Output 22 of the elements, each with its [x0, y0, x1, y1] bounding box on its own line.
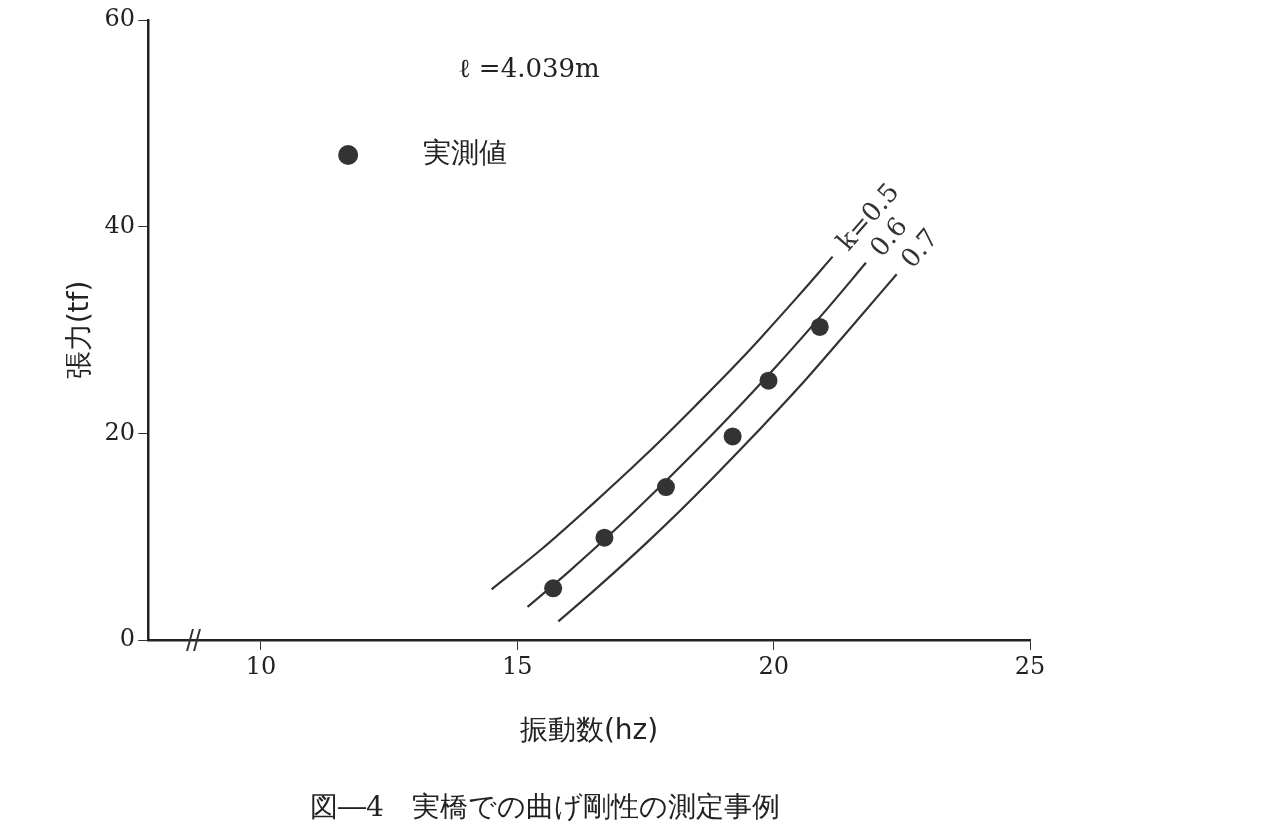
line-series — [490, 255, 834, 591]
point — [544, 579, 563, 598]
point — [595, 528, 614, 547]
point — [810, 317, 829, 336]
y-tick-label: 20 — [104, 417, 136, 446]
x-tick-label: 25 — [1014, 651, 1046, 680]
x-tick-label: 20 — [758, 651, 789, 680]
y-axis-title: 張力(tf) — [62, 280, 96, 380]
text: 図―4 実橋での曲げ剛性の測定事例 — [310, 790, 780, 824]
y-tick-label: 0 — [119, 624, 136, 653]
line-series — [557, 273, 898, 623]
point — [759, 371, 778, 390]
x-tick-label: 10 — [245, 651, 277, 680]
line-series — [526, 261, 868, 609]
annotation: ℓ =4.039m — [458, 52, 600, 83]
y-tick-label: 40 — [104, 210, 136, 239]
x-axis-title: 振動数(hz) — [519, 712, 659, 746]
x-tick-label: 15 — [502, 651, 533, 680]
y-tick-label: 60 — [104, 4, 136, 33]
legend-label: 実測値 — [423, 136, 508, 170]
point — [656, 478, 675, 497]
point — [723, 427, 742, 446]
